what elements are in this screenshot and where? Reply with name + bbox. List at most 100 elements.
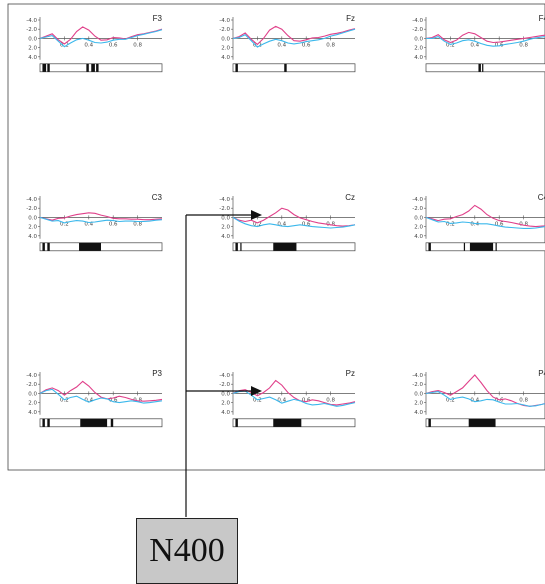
y-tick-label: 0.0	[221, 36, 230, 42]
y-tick-label: -4.0	[412, 373, 423, 379]
significance-bar-f3	[39, 63, 163, 73]
y-tick-label: -4.0	[412, 18, 423, 24]
panel-p4: -4.0 -2.0 0.0 2.0 4.0 0.2 0.4 0.6 0.8 P4	[412, 369, 545, 428]
x-tick-label: 0.8	[519, 42, 528, 48]
erp-wave-2-f4	[426, 35, 545, 47]
y-tick-label: -4.0	[26, 373, 37, 379]
y-tick-label: 2.0	[28, 225, 37, 231]
x-tick-label: 0.4	[277, 221, 286, 227]
panel-title-c4: C4	[538, 193, 545, 202]
y-tick-label: 2.0	[414, 225, 423, 231]
erp-wave-1-f3	[39, 26, 163, 45]
x-tick-label: 0.4	[84, 221, 93, 227]
y-tick-label: -2.0	[219, 206, 230, 212]
significance-block	[235, 418, 238, 427]
y-tick-label: 2.0	[414, 46, 423, 52]
erp-wave-1-c4	[425, 204, 545, 228]
erp-panel-grid: -4.0 -2.0 0.0 2.0 4.0 0.2 0.4 0.6 0.8 F3 -4.0 -2.0 0…	[26, 14, 545, 428]
erp-wave-1-cz	[232, 207, 356, 227]
panel-f4: -4.0-2.00.02.04.00.20.40.60.8F4	[412, 14, 545, 73]
significance-block	[240, 242, 242, 251]
significance-block	[47, 242, 50, 251]
significance-block	[80, 418, 108, 427]
significance-block	[110, 418, 114, 427]
figure-frame	[7, 3, 545, 471]
y-tick-label: 2.0	[221, 401, 230, 407]
y-tick-label: 2.0	[221, 46, 230, 52]
y-tick-label: -2.0	[412, 382, 423, 388]
significance-block	[273, 418, 302, 427]
y-tick-label: 4.0	[221, 234, 230, 240]
y-tick-label: 2.0	[221, 225, 230, 231]
erp-wave-2-pz	[232, 390, 356, 407]
x-tick-label: 0.8	[133, 221, 142, 227]
x-tick-label: 0.6	[109, 42, 118, 48]
erp-wave-2-fz	[232, 28, 356, 48]
y-tick-label: 0.0	[221, 215, 230, 221]
x-tick-label: 0.6	[109, 221, 118, 227]
x-tick-label: 0.8	[326, 42, 335, 48]
panel-f3: -4.0 -2.0 0.0 2.0 4.0 0.2 0.4 0.6 0.8 F3	[26, 14, 163, 73]
y-tick-label: -2.0	[219, 382, 230, 388]
panel-c4: -4.0 -2.0 0.0 2.0 4.0 0.2 0.4 0.6 0.8 C4	[412, 193, 545, 252]
significance-block	[469, 242, 494, 251]
x-tick-label: 0.6	[495, 221, 504, 227]
erp-wave-2-c4	[425, 216, 545, 229]
significance-block	[42, 63, 47, 72]
significance-block	[478, 63, 481, 72]
x-tick-label: 0.4	[470, 221, 479, 227]
erp-wave-1-c3	[39, 212, 163, 221]
y-tick-label: -2.0	[412, 206, 423, 212]
pointer-arrow-pz-head	[251, 386, 262, 396]
y-tick-label: 4.0	[414, 55, 423, 61]
significance-bar-fz	[232, 63, 356, 73]
y-tick-label: -4.0	[26, 197, 37, 203]
significance-block	[463, 242, 466, 251]
y-tick-label: 0.0	[28, 391, 37, 397]
y-tick-label: -4.0	[412, 197, 423, 203]
significance-block	[273, 242, 297, 251]
y-tick-label: -4.0	[219, 18, 230, 24]
panel-title-fz: Fz	[346, 14, 355, 23]
panel-title-c3: C3	[152, 193, 163, 202]
panel-title-pz: Pz	[346, 369, 355, 378]
erp-wave-2-p3	[39, 388, 163, 404]
pointer-arrow-cz-head	[251, 210, 262, 220]
y-tick-label: -4.0	[26, 18, 37, 24]
x-tick-label: 0.2	[446, 42, 455, 48]
panel-pz: -4.0 -2.0 0.0 2.0 4.0 0.2 0.4 0.6 0.8 Pz	[219, 369, 356, 428]
x-tick-label: 0.6	[495, 397, 504, 403]
y-tick-label: 0.0	[28, 36, 37, 42]
panel-c3: -4.0 -2.0 0.0 2.0 4.0 0.2 0.4 0.6 0.8 C3	[26, 193, 163, 252]
y-tick-label: 0.0	[414, 36, 423, 42]
panel-p3: -4.0-2.00.02.04.00.2 0.4 0.6 0.8P3	[26, 369, 163, 428]
erp-wave-2-cz	[232, 216, 356, 229]
panel-cz: -4.0-2.00.02.04.00.2 0.4 0.6 0.8Cz	[219, 193, 356, 252]
y-tick-label: 4.0	[414, 234, 423, 240]
y-tick-label: -2.0	[26, 206, 37, 212]
erp-wave-1-p3	[39, 380, 163, 402]
x-tick-label: 0.4	[84, 42, 93, 48]
y-tick-label: 4.0	[221, 410, 230, 416]
panel-title-f3: F3	[153, 14, 163, 23]
x-tick-label: 0.6	[302, 221, 311, 227]
x-tick-label: 0.2	[60, 397, 69, 403]
x-tick-label: 0.4	[470, 42, 479, 48]
x-tick-label: 0.8	[519, 221, 528, 227]
significance-block	[96, 63, 99, 72]
y-tick-label: 4.0	[28, 55, 37, 61]
erp-wave-2-p4	[425, 391, 545, 407]
n400-callout-box: N400	[136, 518, 238, 584]
y-tick-label: 2.0	[28, 46, 37, 52]
y-tick-label: 4.0	[28, 410, 37, 416]
significance-block	[482, 63, 484, 72]
erp-wave-1-fz	[232, 25, 356, 46]
significance-block	[42, 242, 45, 251]
y-tick-label: -2.0	[219, 27, 230, 33]
x-tick-label: 0.2	[60, 42, 69, 48]
n400-callout-label: N400	[149, 532, 225, 569]
y-tick-label: 0.0	[28, 215, 37, 221]
y-tick-label: -4.0	[219, 197, 230, 203]
y-tick-label: 4.0	[28, 234, 37, 240]
x-tick-label: 0.4	[84, 397, 93, 403]
